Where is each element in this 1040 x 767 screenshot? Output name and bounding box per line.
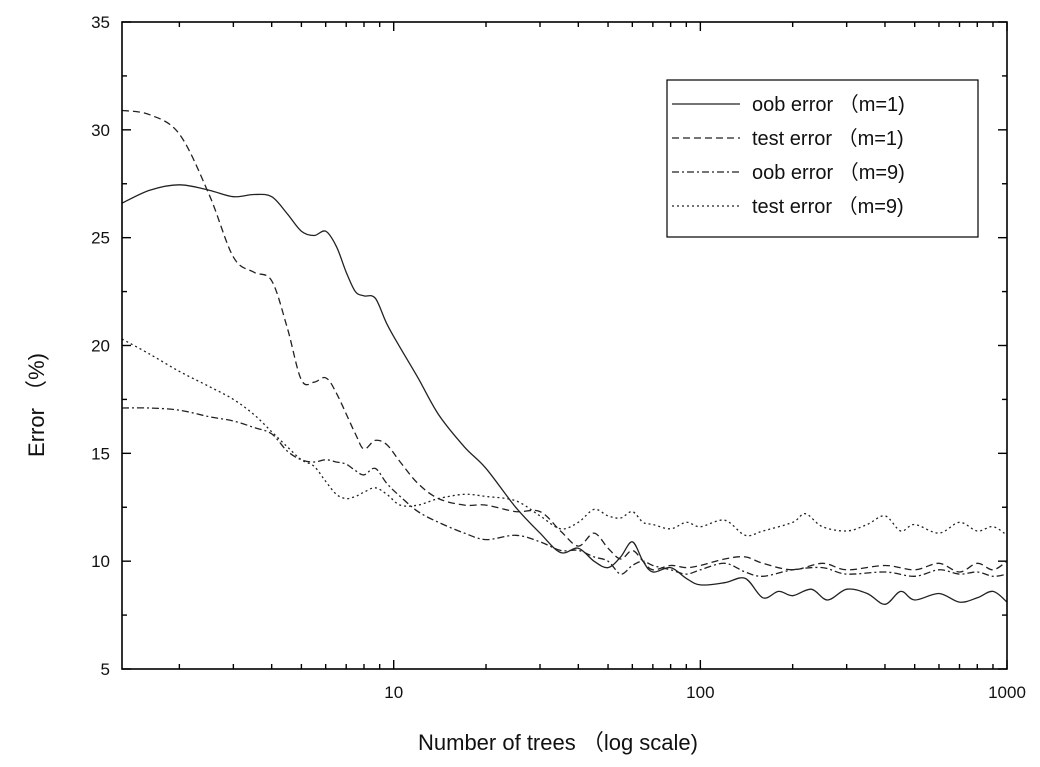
y-tick-label: 20 <box>91 337 110 356</box>
legend-box <box>666 79 979 238</box>
series-line-test-m9 <box>121 338 1008 537</box>
x-tick-label: 1000 <box>988 683 1026 702</box>
legend-label: test error （m=9) <box>752 195 904 218</box>
legend-label: oob error （m=1) <box>752 93 905 116</box>
y-tick-label: 25 <box>91 229 110 248</box>
series-line-oob-m1 <box>121 184 1008 605</box>
y-tick-label: 5 <box>101 660 110 679</box>
y-tick-label: 30 <box>91 121 110 140</box>
axis-ticks <box>122 21 1008 670</box>
y-axis-title: Error （%) <box>24 353 49 457</box>
series-line-test-m1 <box>121 109 1008 573</box>
legend-label: oob error （m=9) <box>752 161 905 184</box>
y-tick-label: 10 <box>91 552 110 571</box>
x-axis-title: Number of trees （log scale) <box>418 730 698 755</box>
series-lines <box>121 109 1008 605</box>
x-tick-label: 10 <box>384 683 403 702</box>
tick-labels: 5 10 15 20 25 30 35 10 100 1000 <box>91 13 1026 702</box>
legend-label: test error （m=1) <box>752 127 904 150</box>
series-line-oob-m9 <box>121 407 1008 577</box>
y-tick-label: 15 <box>91 444 110 463</box>
y-tick-label: 35 <box>91 13 110 32</box>
legend: oob error （m=1) test error （m=1) oob error… <box>666 79 979 238</box>
x-tick-label: 100 <box>686 683 714 702</box>
plot-frame <box>121 21 1008 670</box>
